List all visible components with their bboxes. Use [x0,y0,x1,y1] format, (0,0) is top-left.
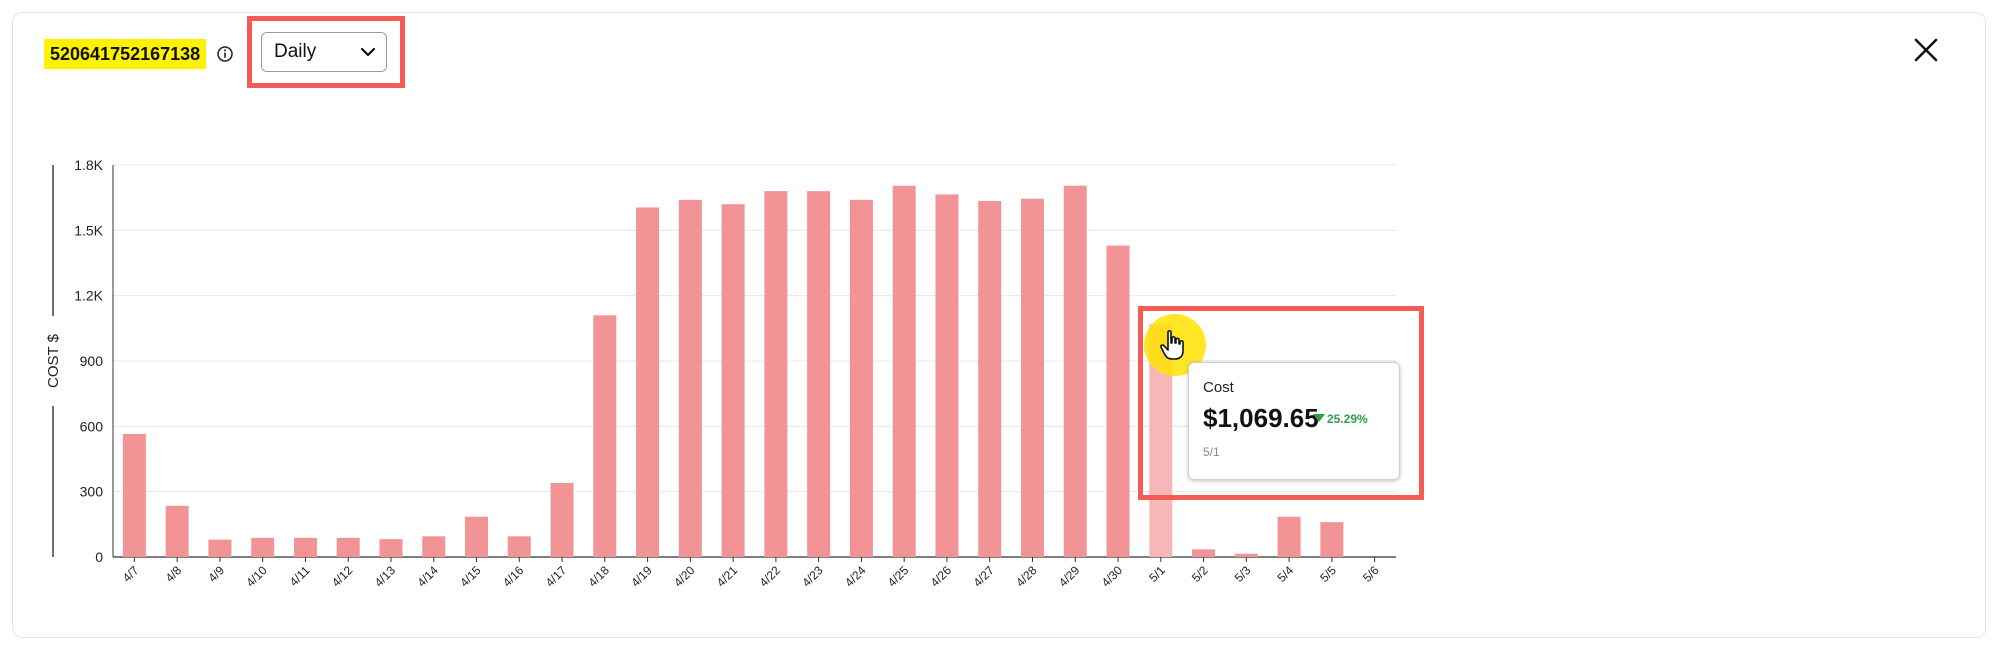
x-tick-label: 4/8 [163,563,185,585]
bar [849,199,873,557]
bar [1234,553,1258,557]
x-tick-label: 4/12 [329,563,356,590]
y-tick-label: 300 [80,484,104,500]
tooltip-change: 25.29% [1327,412,1368,426]
x-tick-label: 5/6 [1360,563,1382,585]
bar [721,204,745,557]
x-tick-label: 5/2 [1189,563,1211,585]
account-id: 520641752167138 [44,39,207,69]
bar [1020,198,1044,557]
x-tick-label: 4/26 [928,563,955,590]
bar [1192,549,1216,557]
x-tick-label: 4/17 [543,563,570,590]
bar [550,482,574,557]
hand-pointer-icon [1160,330,1184,360]
x-tick-label: 4/23 [799,563,826,590]
tooltip-value: $1,069.65 [1203,403,1319,433]
y-tick-label: 600 [80,418,104,434]
bar [636,207,660,557]
bar [379,539,403,557]
x-tick-label: 4/9 [205,563,227,585]
bar [122,433,146,557]
bar [978,200,1002,557]
x-tick-label: 4/24 [842,563,869,590]
x-tick-label: 4/19 [628,563,655,590]
info-icon[interactable] [216,45,234,63]
x-tick-label: 4/16 [500,563,527,590]
x-tick-label: 4/22 [757,563,784,590]
x-tick-label: 5/5 [1317,563,1339,585]
granularity-selected: Daily [274,41,317,62]
x-tick-label: 4/7 [120,563,142,585]
bar [293,537,317,557]
x-tick-label: 5/3 [1232,563,1254,585]
y-tick-label: 900 [80,353,104,369]
bar [251,537,275,557]
tooltip-label: Cost [1203,379,1234,396]
x-tick-label: 4/11 [287,563,313,589]
x-tick-label: 4/25 [885,563,912,590]
y-tick-label: 1.8K [74,157,103,173]
triangle-down-icon [1313,414,1325,422]
chevron-down-icon [360,47,376,57]
bar [1106,245,1130,558]
bar [422,536,446,557]
bar [165,505,189,557]
bar [507,536,531,557]
x-tick-label: 4/14 [414,563,441,590]
bar [1277,516,1301,557]
y-axis-title: COST $ [45,333,62,388]
bar [935,194,959,557]
x-tick-label: 4/30 [1099,563,1126,590]
x-tick-label: 4/29 [1056,563,1083,590]
tooltip-date: 5/1 [1203,445,1220,459]
x-tick-label: 4/15 [457,563,484,590]
bar [336,537,360,557]
y-tick-label: 0 [95,549,103,565]
x-tick-label: 4/28 [1013,563,1040,590]
close-icon[interactable] [1910,34,1942,66]
bar [1320,522,1344,557]
x-tick-label: 4/18 [586,563,613,590]
bar [764,191,788,557]
granularity-dropdown[interactable]: Daily [261,32,387,72]
x-tick-label: 4/13 [372,563,399,590]
y-tick-label: 1.2K [74,288,103,304]
bar [892,185,916,557]
x-tick-label: 5/4 [1275,563,1297,585]
bar [678,199,702,557]
bar [807,191,831,557]
cost-tooltip: Cost $1,069.65 25.29% 5/1 [1188,362,1400,480]
bar [208,539,232,557]
bar [465,516,489,557]
x-tick-label: 4/20 [671,563,698,590]
x-tick-label: 4/10 [243,563,270,590]
x-tick-label: 4/27 [970,563,997,590]
x-tick-label: 4/21 [714,563,741,590]
y-tick-label: 1.5K [74,222,103,238]
x-tick-label: 5/1 [1146,563,1168,585]
bar [1063,185,1087,557]
bar [593,315,617,557]
